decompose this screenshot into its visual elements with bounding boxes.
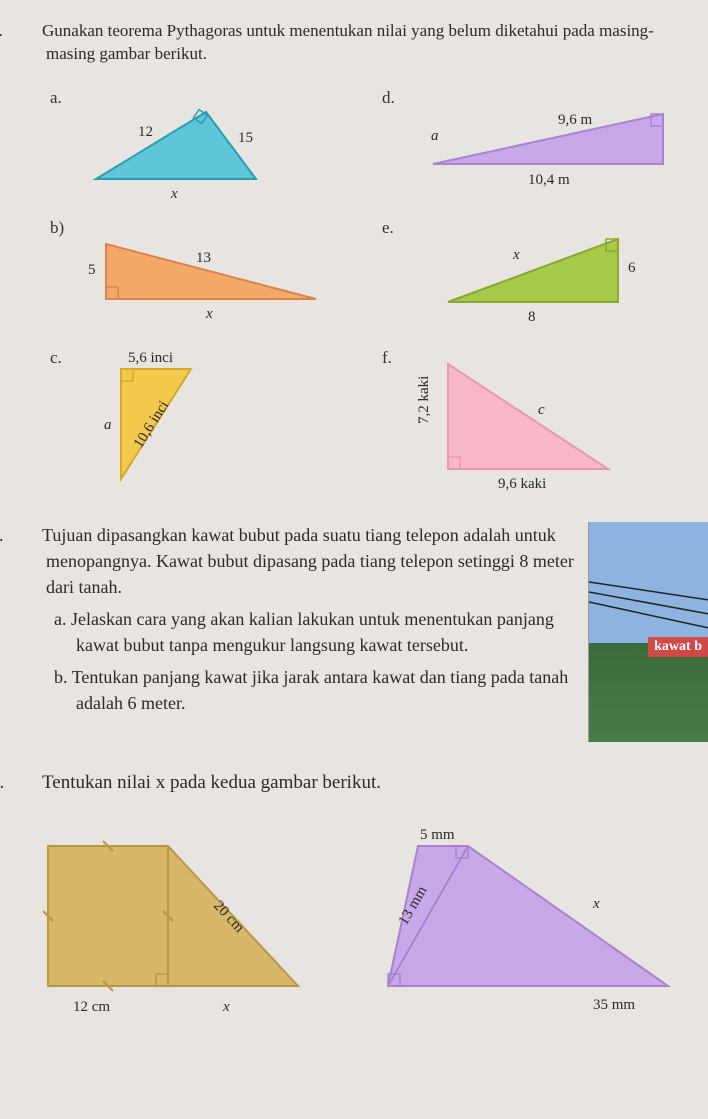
triangle-e-shape <box>448 239 618 302</box>
triangle-f: f. 7,2 kaki c 9,6 kaki <box>378 344 690 494</box>
q3-fig1-shape <box>48 846 298 986</box>
tri-e-s2: 6 <box>628 260 636 276</box>
fig1-base1: 12 cm <box>73 999 110 1015</box>
tri-f-s2: c <box>538 402 545 418</box>
q2-block: 2.Tujuan dipasangkan kawat bubut pada su… <box>18 522 690 742</box>
q3-fig1: 20 cm 12 cm x <box>28 816 328 1021</box>
q2-b-label: b. <box>54 667 68 687</box>
q3-text: Tentukan nilai x pada kedua gambar berik… <box>42 772 381 793</box>
label-d: d. <box>382 88 395 108</box>
tri-c-s3: a <box>104 417 112 433</box>
q2-a-text: Jelaskan cara yang akan kalian lakukan u… <box>71 609 554 655</box>
q2-number: 2. <box>18 522 42 548</box>
q2-a: a. Jelaskan cara yang akan kalian lakuka… <box>46 606 578 658</box>
triangle-b-shape <box>106 244 316 299</box>
tri-b-s1: 5 <box>88 262 96 278</box>
tri-d-s3: 10,4 m <box>528 172 570 188</box>
triangle-a: a. 12 15 x <box>46 84 358 204</box>
q2-intro: 2.Tujuan dipasangkan kawat bubut pada su… <box>46 522 578 600</box>
q2-b: b. Tentukan panjang kawat jika jarak ant… <box>46 664 578 716</box>
label-b: b) <box>50 218 64 238</box>
triangle-f-shape <box>448 364 608 469</box>
tri-d-s1: a <box>431 128 439 144</box>
q3-fig2-shape <box>388 846 668 986</box>
q2-b-text: Tentukan panjang kawat jika jarak antara… <box>72 667 569 713</box>
triangle-b: b) 5 13 x <box>46 214 358 334</box>
fig2-right: x <box>592 896 600 912</box>
tri-e-s1: x <box>512 247 520 263</box>
tri-b-s2: 13 <box>196 250 211 266</box>
q1-prompt: 1.Gunakan teorema Pythagoras untuk menen… <box>18 20 690 66</box>
q3-fig2: 5 mm 13 mm x 35 mm <box>358 816 698 1021</box>
tri-f-s3: 9,6 kaki <box>498 476 546 492</box>
label-e: e. <box>382 218 394 238</box>
tri-a-s2: 15 <box>238 130 253 146</box>
tri-f-s1: 7,2 kaki <box>416 376 432 424</box>
pole-wires-icon <box>589 572 708 632</box>
q2-figure: kawat b <box>588 522 708 742</box>
q2-intro-text: Tujuan dipasangkan kawat bubut pada suat… <box>42 525 574 597</box>
q3-number: 3. <box>18 770 42 797</box>
tri-b-s3: x <box>205 306 213 322</box>
q1-number: 1. <box>18 20 42 43</box>
label-f: f. <box>382 348 392 368</box>
label-c: c. <box>50 348 62 368</box>
tri-c-s1: 5,6 inci <box>128 350 173 366</box>
q1-triangles: a. 12 15 x d. a 9,6 m 10,4 m b) 5 13 x <box>18 84 690 494</box>
q3-prompt: 3.Tentukan nilai x pada kedua gambar ber… <box>18 770 690 797</box>
q1-text: Gunakan teorema Pythagoras untuk menentu… <box>42 21 654 63</box>
fig2-bottom: 35 mm <box>593 997 635 1013</box>
tri-a-s1: 12 <box>138 124 153 140</box>
q2-a-label: a. <box>54 609 67 629</box>
tri-d-s2: 9,6 m <box>558 112 593 128</box>
tri-e-s3: 8 <box>528 309 536 324</box>
triangle-e: e. x 6 8 <box>378 214 690 334</box>
triangle-c: c. 5,6 inci 10,6 inci a <box>46 344 358 494</box>
fig1-base2: x <box>222 999 230 1015</box>
triangle-a-shape <box>96 112 256 179</box>
tri-a-s3: x <box>170 186 178 202</box>
fig2-top: 5 mm <box>420 827 455 843</box>
triangle-d-shape <box>433 114 663 164</box>
triangle-d: d. a 9,6 m 10,4 m <box>378 84 690 204</box>
kawat-label: kawat b <box>648 637 708 657</box>
q3-figures: 20 cm 12 cm x 5 mm 13 mm x 35 mm <box>18 816 690 1021</box>
